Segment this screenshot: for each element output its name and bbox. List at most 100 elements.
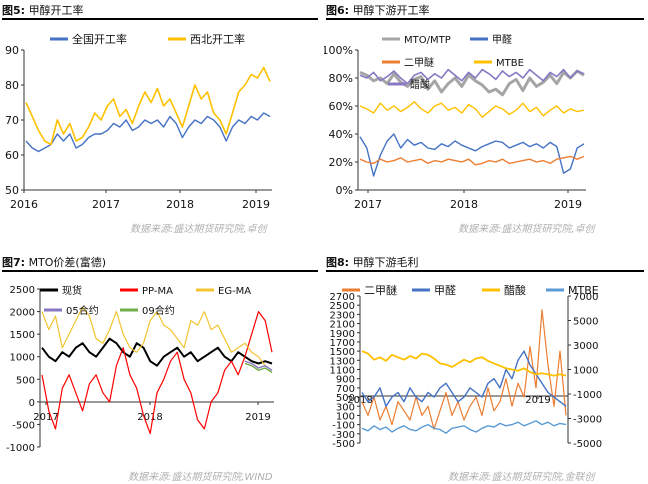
chart-p2: 0% 20% 40% 60% 80% 100% 2017 2018 2019 MTO/MTP 甲醛二… bbox=[324, 33, 586, 211]
y-tick-label: 40% bbox=[329, 128, 353, 141]
panel2-title: 图6: 甲醇下游开工率 bbox=[326, 2, 430, 18]
series-line-3 bbox=[359, 155, 585, 166]
y-tick-label: 100 bbox=[336, 411, 355, 422]
series-line-4 bbox=[361, 420, 567, 434]
legend-label-2: 西北开工率 bbox=[190, 32, 245, 46]
x-tick-label: 2018 bbox=[137, 412, 162, 423]
y-tick-label: 100% bbox=[324, 44, 353, 57]
y-tick-label: 500 bbox=[16, 375, 35, 386]
y-tick-label: 700 bbox=[336, 384, 355, 395]
panel4-title: 图8: 甲醇下游毛利 bbox=[326, 254, 419, 270]
y-tick-label: 20% bbox=[329, 156, 353, 169]
series-line-1 bbox=[361, 309, 567, 430]
legend-label-3: 二甲醚 bbox=[404, 56, 434, 69]
y-tick-label: 1900 bbox=[330, 329, 355, 340]
panel3-rule bbox=[2, 270, 318, 272]
y-tick-label: 1500 bbox=[330, 347, 355, 358]
panel3-title-text: MTO价差(富德) bbox=[28, 256, 107, 269]
chart-p3: -1000 -500 0 500 1000 1500 2000 2500 2017 2018 201… bbox=[6, 284, 274, 454]
y-tick-label: 2700 bbox=[330, 292, 355, 303]
series-line-3 bbox=[361, 350, 567, 377]
legend-label-4: 05合约 bbox=[66, 304, 99, 317]
y-right-tick-label: 7000 bbox=[573, 292, 598, 303]
series-line-5 bbox=[359, 68, 585, 85]
legend-label-2: PP-MA bbox=[142, 286, 173, 297]
x-tick-label: 2019 bbox=[245, 412, 270, 423]
legend-label-3: EG-MA bbox=[218, 286, 251, 297]
y-tick-label: 1500 bbox=[10, 330, 35, 341]
x-tick-label: 2016 bbox=[10, 198, 38, 211]
x-tick-label: 2018 bbox=[347, 395, 372, 406]
series-line-1 bbox=[359, 69, 585, 97]
legend-label-2: 甲醛 bbox=[492, 33, 512, 46]
y-tick-label: 500 bbox=[336, 393, 355, 404]
x-tick-label: 2017 bbox=[33, 412, 58, 423]
panel4-source: 数据来源:盛达期货研究院,金联创 bbox=[448, 472, 595, 483]
y-tick-label: 900 bbox=[336, 375, 355, 386]
legend-label-1: 二甲醚 bbox=[364, 283, 397, 297]
legend-label-4: MTBE bbox=[568, 284, 599, 297]
panel2-title-text: 甲醇下游开工率 bbox=[352, 4, 430, 17]
y-tick-label: 1300 bbox=[330, 356, 355, 367]
panel1-title: 图5: 甲醇开工率 bbox=[2, 2, 84, 18]
y-tick-label: 2100 bbox=[330, 320, 355, 331]
series-line-2 bbox=[361, 350, 567, 407]
x-tick-label: 2017 bbox=[354, 198, 382, 211]
panel1-figno: 图5: bbox=[2, 4, 26, 17]
series-line-3 bbox=[41, 306, 273, 371]
x-tick-label: 2018 bbox=[166, 198, 194, 211]
x-tick-label: 2018 bbox=[450, 198, 478, 211]
y-tick-label: 2000 bbox=[10, 308, 35, 319]
y-right-tick-label: -1000 bbox=[573, 390, 602, 401]
y-tick-label: 1100 bbox=[330, 366, 355, 377]
y-tick-label: -500 bbox=[332, 439, 355, 450]
y-tick-label: -1000 bbox=[6, 443, 35, 454]
series-line-1 bbox=[41, 337, 273, 367]
legend-label-3: 醋酸 bbox=[504, 283, 526, 297]
y-tick-label: 0 bbox=[29, 398, 35, 409]
legend-label-1: 现货 bbox=[62, 284, 82, 297]
panel4-title-text: 甲醇下游毛利 bbox=[352, 256, 419, 269]
legend-label-4: MTBE bbox=[496, 58, 524, 69]
panel1-title-text: 甲醇开工率 bbox=[28, 4, 84, 17]
legend-label-1: 全国开工率 bbox=[72, 32, 127, 46]
panel1-source: 数据来源:盛达期货研究院,卓创 bbox=[130, 224, 267, 235]
legend-label-1: MTO/MTP bbox=[404, 35, 451, 46]
x-tick-label: 2019 bbox=[242, 198, 270, 211]
y-tick-label: 80% bbox=[329, 72, 353, 85]
y-tick-label: 60 bbox=[5, 149, 19, 162]
y-tick-label: 2300 bbox=[330, 310, 355, 321]
panel3-source: 数据来源:盛达期货研究院,WIND bbox=[128, 472, 273, 483]
x-tick-label: 2019 bbox=[525, 395, 550, 406]
x-tick-label: 2017 bbox=[92, 198, 120, 211]
y-tick-label: 60% bbox=[329, 100, 353, 113]
y-tick-label: 300 bbox=[336, 402, 355, 413]
legend-label-5: 09合约 bbox=[142, 304, 175, 317]
panel4-rule bbox=[326, 270, 644, 272]
y-right-tick-label: -3000 bbox=[573, 415, 602, 426]
panel4-figno: 图8: bbox=[326, 256, 350, 269]
series-line-2 bbox=[25, 66, 271, 146]
panel3-figno: 图7: bbox=[2, 256, 26, 269]
y-tick-label: 2500 bbox=[10, 285, 35, 296]
y-tick-label: -100 bbox=[332, 421, 355, 432]
y-tick-label: 2500 bbox=[330, 301, 355, 312]
y-right-tick-label: 1000 bbox=[573, 366, 598, 377]
panel3-title: 图7: MTO价差(富德) bbox=[2, 254, 106, 270]
y-tick-label: 90 bbox=[5, 44, 19, 57]
y-right-tick-label: -5000 bbox=[573, 439, 602, 450]
series-line-4 bbox=[359, 101, 585, 118]
y-tick-label: 1700 bbox=[330, 338, 355, 349]
y-tick-label: 50 bbox=[5, 184, 19, 197]
y-tick-label: 1000 bbox=[10, 353, 35, 364]
y-tick-label: -500 bbox=[12, 420, 35, 431]
panel2-rule bbox=[326, 18, 644, 20]
series-line-2 bbox=[359, 133, 585, 177]
chart-p1: 50 60 70 80 90 2016 2017 2018 2019 全国开工率 西北开工率 bbox=[5, 32, 272, 211]
legend-label-5: 醋酸 bbox=[410, 78, 430, 91]
series-line-1 bbox=[25, 112, 271, 153]
panel2-figno: 图6: bbox=[326, 4, 350, 17]
series-line-4 bbox=[244, 360, 273, 371]
x-tick-label: 2019 bbox=[554, 198, 582, 211]
series-line-5 bbox=[244, 362, 273, 374]
